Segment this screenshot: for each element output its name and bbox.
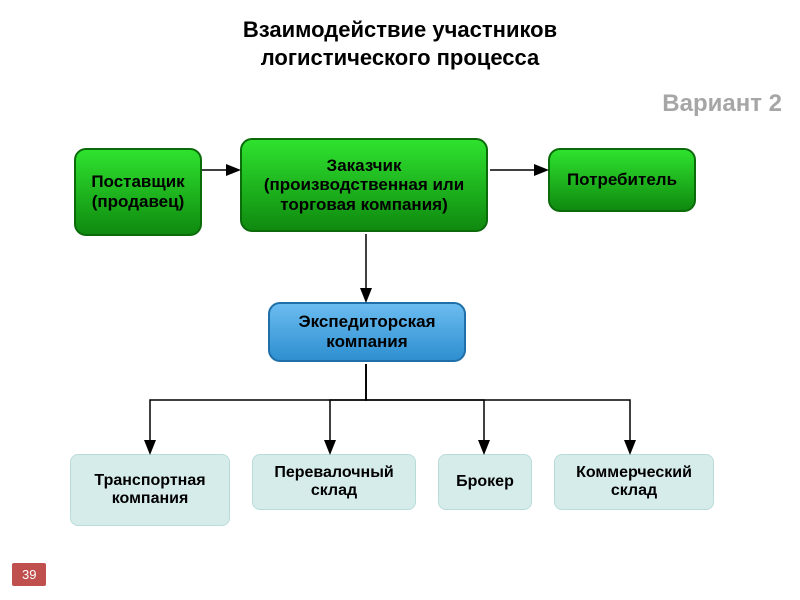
slide-number-badge: 39 xyxy=(12,563,46,586)
slide-number: 39 xyxy=(22,567,36,582)
edge-forwarder-warehouse xyxy=(330,364,366,452)
node-commercial: Коммерческий склад xyxy=(554,454,714,510)
edge-forwarder-commercial xyxy=(366,364,630,452)
edge-forwarder-transport xyxy=(150,364,366,452)
node-forwarder: Экспедиторская компания xyxy=(268,302,466,362)
node-supplier: Поставщик (продавец) xyxy=(74,148,202,236)
title-line2: логистического процесса xyxy=(261,45,540,70)
node-consumer: Потребитель xyxy=(548,148,696,212)
page-title: Взаимодействие участников логистического… xyxy=(0,0,800,71)
node-customer: Заказчик (производственная или торговая … xyxy=(240,138,488,232)
title-line1: Взаимодействие участников xyxy=(243,17,557,42)
node-transport: Транспортная компания xyxy=(70,454,230,526)
variant-label: Вариант 2 xyxy=(662,90,782,118)
edge-forwarder-broker xyxy=(366,364,484,452)
node-broker: Брокер xyxy=(438,454,532,510)
node-warehouse: Перевалочный склад xyxy=(252,454,416,510)
